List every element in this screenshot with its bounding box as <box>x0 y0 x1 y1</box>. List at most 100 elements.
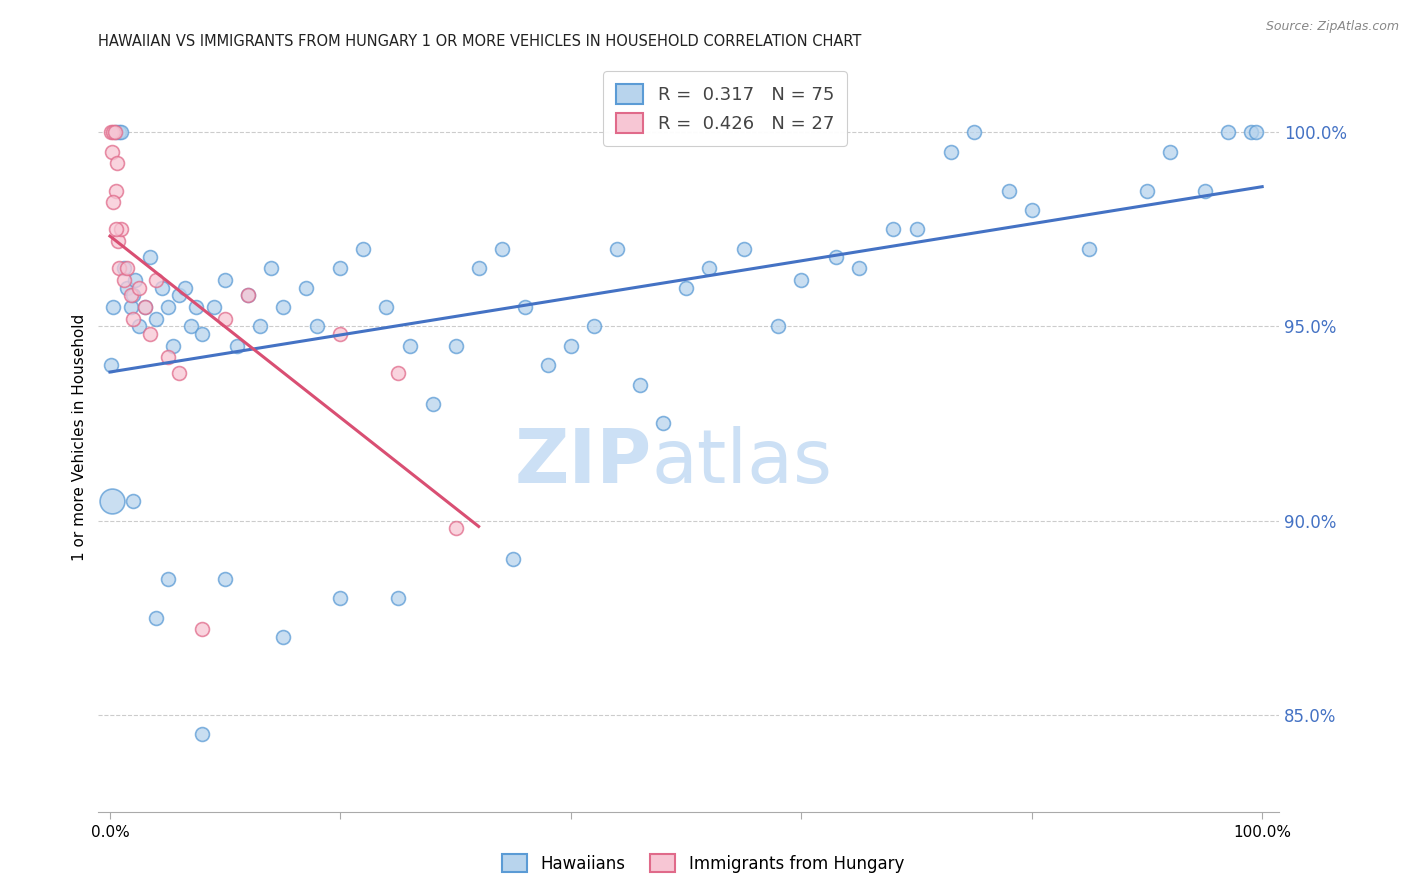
Point <box>513 300 536 314</box>
Point <box>104 125 127 139</box>
Point <box>848 261 870 276</box>
Point <box>444 339 467 353</box>
Point <box>100 125 122 139</box>
Point <box>120 288 142 302</box>
Legend: R =  0.317   N = 75, R =  0.426   N = 27: R = 0.317 N = 75, R = 0.426 N = 27 <box>603 71 846 145</box>
Point <box>103 125 125 139</box>
Point <box>191 622 214 636</box>
Point <box>104 222 127 236</box>
Point <box>997 184 1019 198</box>
Point <box>582 319 605 334</box>
Point <box>156 572 179 586</box>
Point <box>134 300 156 314</box>
Point <box>124 273 146 287</box>
Point <box>329 591 352 606</box>
Point <box>790 273 813 287</box>
Point <box>225 339 247 353</box>
Point <box>191 727 214 741</box>
Point <box>1159 145 1181 159</box>
Point <box>352 242 374 256</box>
Point <box>260 261 283 276</box>
Point <box>112 261 135 276</box>
Point <box>145 610 167 624</box>
Point <box>238 288 260 302</box>
Point <box>329 261 352 276</box>
Point <box>105 156 128 170</box>
Point <box>101 145 124 159</box>
Point <box>167 366 190 380</box>
Point <box>560 339 582 353</box>
Point <box>145 311 167 326</box>
Point <box>103 195 125 210</box>
Point <box>122 494 145 508</box>
Point <box>202 300 225 314</box>
Point <box>537 358 560 372</box>
Point <box>697 261 720 276</box>
Point <box>122 288 145 302</box>
Point <box>107 234 129 248</box>
Point <box>128 280 150 294</box>
Point <box>1240 125 1263 139</box>
Text: atlas: atlas <box>651 425 832 499</box>
Point <box>180 319 202 334</box>
Point <box>186 300 208 314</box>
Point <box>467 261 489 276</box>
Point <box>122 311 145 326</box>
Point <box>824 250 846 264</box>
Text: 100.0%: 100.0% <box>1233 825 1291 840</box>
Text: 0.0%: 0.0% <box>90 825 129 840</box>
Point <box>905 222 928 236</box>
Text: HAWAIIAN VS IMMIGRANTS FROM HUNGARY 1 OR MORE VEHICLES IN HOUSEHOLD CORRELATION : HAWAIIAN VS IMMIGRANTS FROM HUNGARY 1 OR… <box>98 34 862 49</box>
Text: Source: ZipAtlas.com: Source: ZipAtlas.com <box>1265 20 1399 33</box>
Point <box>115 280 138 294</box>
Point <box>100 358 122 372</box>
Point <box>1246 125 1268 139</box>
Point <box>162 339 184 353</box>
Point <box>375 300 398 314</box>
Point <box>167 288 190 302</box>
Point <box>214 311 236 326</box>
Point <box>214 273 236 287</box>
Point <box>307 319 329 334</box>
Point <box>101 494 124 508</box>
Point <box>491 242 513 256</box>
Point <box>156 300 179 314</box>
Point <box>104 184 127 198</box>
Point <box>108 125 131 139</box>
Point <box>108 261 131 276</box>
Point <box>238 288 260 302</box>
Point <box>110 125 132 139</box>
Point <box>733 242 755 256</box>
Point <box>139 250 162 264</box>
Point <box>271 300 294 314</box>
Point <box>387 366 409 380</box>
Point <box>150 280 173 294</box>
Point <box>768 319 790 334</box>
Point <box>115 261 138 276</box>
Point <box>134 300 156 314</box>
Point <box>271 630 294 644</box>
Point <box>1194 184 1216 198</box>
Point <box>110 222 132 236</box>
Point <box>145 273 167 287</box>
Point <box>173 280 195 294</box>
Point <box>295 280 318 294</box>
Point <box>191 327 214 342</box>
Point <box>1021 202 1043 217</box>
Point <box>112 273 135 287</box>
Legend: Hawaiians, Immigrants from Hungary: Hawaiians, Immigrants from Hungary <box>495 847 911 880</box>
Point <box>963 125 986 139</box>
Point <box>939 145 962 159</box>
Point <box>214 572 236 586</box>
Point <box>882 222 904 236</box>
Point <box>120 300 142 314</box>
Point <box>128 319 150 334</box>
Point <box>1136 184 1159 198</box>
Point <box>1078 242 1101 256</box>
Point <box>103 300 125 314</box>
Text: ZIP: ZIP <box>515 425 651 499</box>
Point <box>398 339 420 353</box>
Point <box>1216 125 1239 139</box>
Point <box>422 397 444 411</box>
Point <box>156 351 179 365</box>
